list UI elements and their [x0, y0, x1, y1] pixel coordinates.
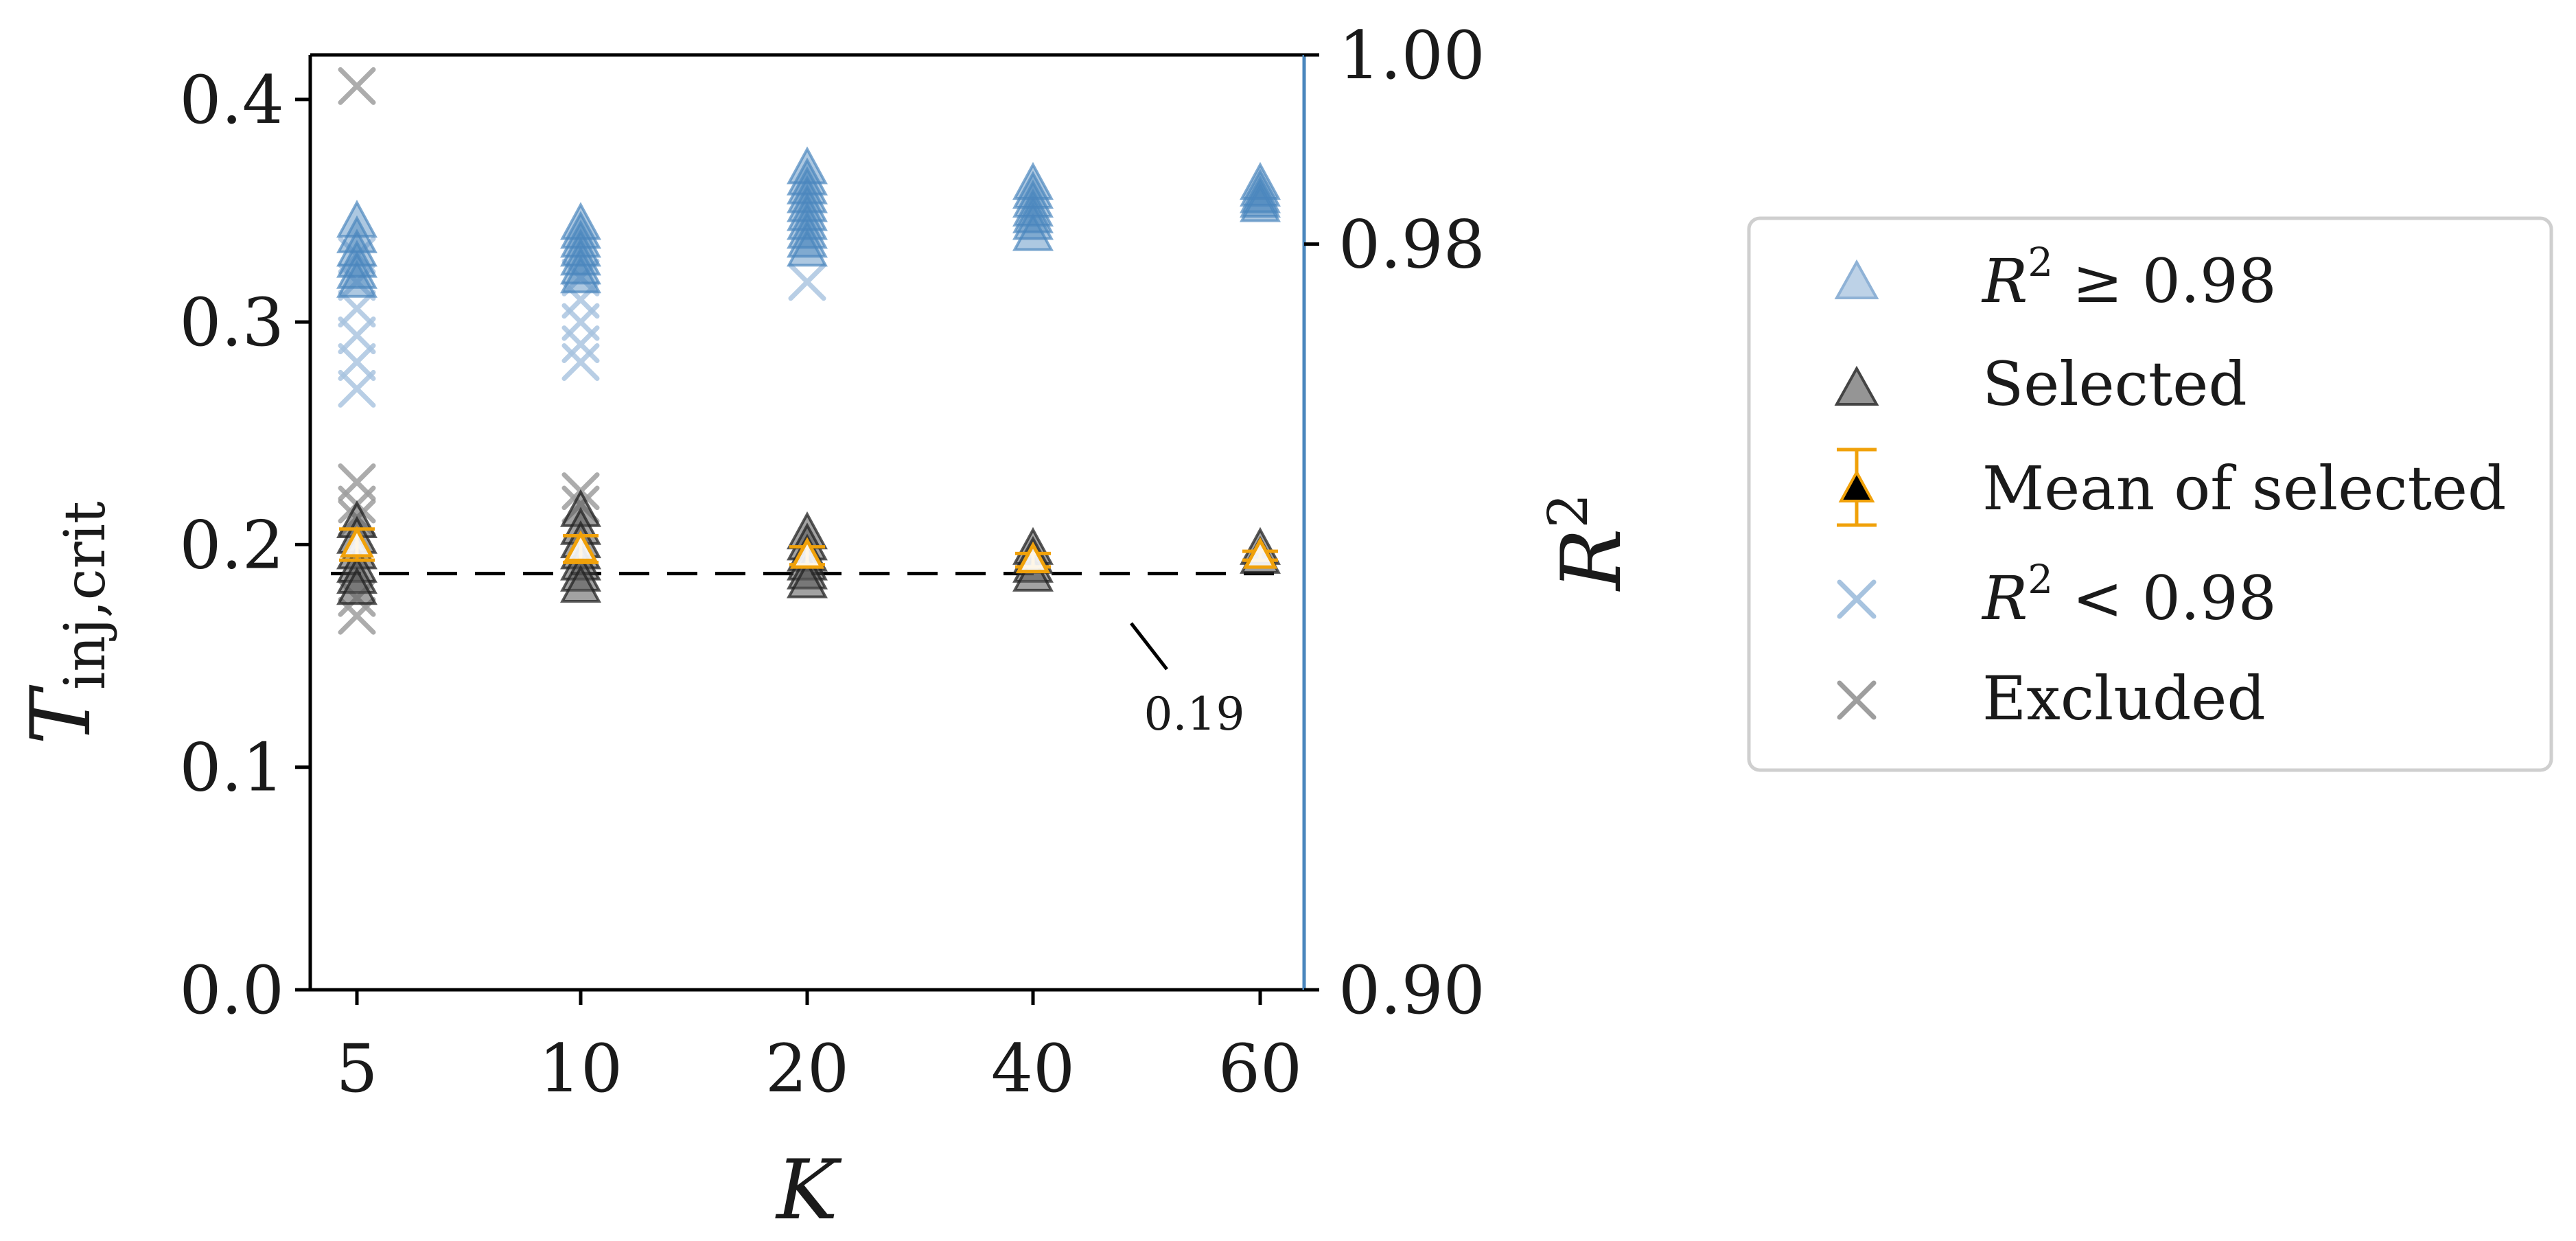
annotation: 0.19 [1130, 622, 1245, 741]
legend-label-selected: Selected [1982, 349, 2247, 419]
left-y-tick-label: 0.2 [179, 507, 284, 583]
point-r2-high [336, 259, 378, 298]
x-tick-label: 10 [539, 1030, 623, 1107]
point-selected [560, 564, 601, 603]
x-tick-label: 60 [1218, 1030, 1302, 1107]
legend-marker-r2-low [1837, 579, 1877, 619]
svg-text:R2 ≥ 0.98: R2 ≥ 0.98 [1981, 239, 2277, 316]
x-tick-label: 20 [765, 1030, 849, 1107]
legend-item-r2-high: R2 ≥ 0.98 [1834, 239, 2277, 316]
legend-item-excluded: Excluded [1837, 663, 2266, 734]
svg-text:R2 < 0.98: R2 < 0.98 [1981, 556, 2277, 634]
point-r2-high [1240, 184, 1281, 222]
data-points [336, 67, 1281, 635]
point-r2-low [788, 263, 826, 301]
right-y-tick-label: 1.00 [1338, 17, 1485, 94]
svg-text:R2: R2 [1536, 494, 1640, 592]
right-y-ticks: 0.90 0.98 1.00 [1304, 17, 1485, 1029]
legend-label-r2-high-rest: ≥ 0.98 [2053, 246, 2277, 316]
legend-label-r2-high-var: R [1981, 246, 2028, 316]
legend-frame [1747, 216, 2553, 772]
right-y-tick-label: 0.98 [1338, 207, 1485, 283]
legend-marker-mean [1838, 469, 1875, 502]
point-r2-low [561, 325, 600, 364]
point-mean-selected [563, 530, 599, 562]
left-y-ticks: 0.0 0.1 0.2 0.3 0.4 [179, 62, 310, 1029]
legend-label-r2-low-rest: < 0.98 [2053, 563, 2277, 634]
left-y-tick-label: 0.3 [179, 284, 284, 361]
point-r2-high [787, 229, 828, 267]
point-r2-high [1240, 179, 1281, 218]
legend-item-selected: Selected [1834, 349, 2247, 419]
point-r2-low [338, 263, 376, 301]
right-y-axis-title-sup: 2 [1536, 494, 1600, 529]
annotation-label: 0.19 [1144, 688, 1245, 741]
right-y-axis-title: R2 [1536, 494, 1640, 592]
legend-label-r2-low-sup: 2 [2028, 556, 2053, 603]
point-selected [1012, 553, 1054, 592]
left-y-axis-title-sub: inj,crit [53, 501, 118, 690]
point-r2-low [561, 343, 600, 382]
legend-marker-r2-high [1834, 259, 1879, 299]
left-y-tick-label: 0.1 [179, 730, 284, 807]
svg-text:Tinj,crit: Tinj,crit [14, 501, 118, 745]
point-r2-low [338, 369, 376, 408]
annotation-leader-line [1130, 622, 1168, 671]
point-r2-high [1012, 213, 1054, 251]
left-y-tick-label: 0.0 [179, 952, 284, 1029]
legend-marker-selected [1834, 365, 1879, 406]
legend-label-mean: Mean of selected [1982, 453, 2506, 524]
point-selected [787, 560, 828, 599]
legend-label-excluded: Excluded [1982, 663, 2266, 734]
x-tick-label: 5 [336, 1030, 378, 1107]
x-ticks: 5 10 20 40 60 [336, 990, 1302, 1107]
point-r2-low [338, 343, 376, 382]
point-mean-selected [1015, 541, 1051, 574]
point-selected [336, 567, 378, 605]
legend-marker-excluded [1837, 680, 1877, 720]
point-mean-selected [1242, 537, 1278, 569]
left-y-tick-label: 0.4 [179, 62, 284, 139]
left-y-axis-title-main: T [14, 684, 109, 745]
right-y-tick-label: 0.90 [1338, 952, 1485, 1029]
legend-label-r2-low-var: R [1981, 563, 2028, 634]
legend-label-r2-high-sup: 2 [2028, 239, 2053, 286]
plot-area [308, 53, 1306, 992]
legend-item-mean: Mean of selected [1837, 448, 2506, 527]
point-mean-selected [789, 537, 825, 569]
left-y-axis-title: Tinj,crit [14, 501, 118, 745]
x-tick-label: 40 [991, 1030, 1075, 1107]
right-y-axis-title-main: R [1544, 529, 1640, 592]
point-excluded [338, 67, 376, 105]
legend-item-r2-low: R2 < 0.98 [1837, 556, 2277, 634]
point-r2-high [560, 255, 601, 294]
x-axis-title: K [775, 1143, 842, 1238]
legend: R2 ≥ 0.98 Selected Mean of selected R2 <… [1747, 216, 2553, 772]
point-mean-selected [339, 526, 375, 558]
point-r2-low [338, 316, 376, 355]
